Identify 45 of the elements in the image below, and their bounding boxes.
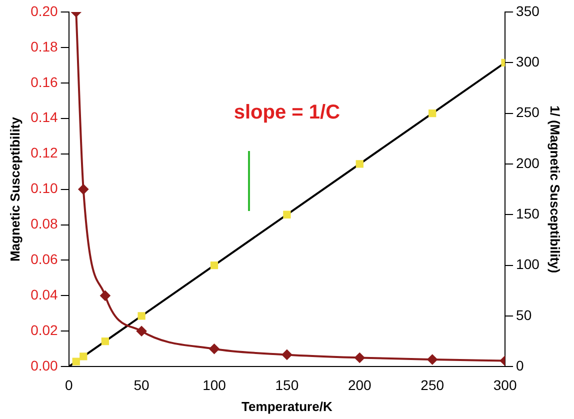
- point: [138, 312, 146, 320]
- y2-tick-label: 350: [516, 2, 540, 19]
- x-tick-label: 50: [134, 376, 150, 393]
- point: [282, 350, 292, 360]
- y-tick-label: 0.08: [30, 216, 58, 232]
- y-tick-label: 0.16: [30, 74, 58, 90]
- y-tick-label: 0.06: [30, 251, 58, 268]
- point: [72, 358, 80, 366]
- x-tick-label: 250: [420, 376, 444, 393]
- x-tick-label: 200: [348, 376, 372, 393]
- y-tick-label: 0.10: [30, 180, 58, 196]
- y-tick-label: 0.00: [30, 357, 58, 374]
- y-tick-label: 0.02: [30, 322, 58, 338]
- point: [209, 344, 220, 354]
- point: [78, 184, 88, 194]
- annotation: slope = 1/C: [234, 101, 340, 124]
- point: [356, 160, 364, 168]
- y-tick-label: 0.04: [30, 286, 58, 303]
- x-tick-label: 150: [275, 376, 299, 393]
- y2-tick-label: 300: [516, 54, 540, 70]
- y-tick-label: 0.20: [30, 2, 58, 19]
- point: [428, 109, 436, 118]
- y2-tick-label: 250: [516, 104, 540, 120]
- point: [210, 261, 218, 270]
- point: [80, 352, 88, 360]
- y-tick-label: 0.18: [30, 38, 58, 54]
- point: [136, 326, 147, 336]
- x-tick-label: 0: [64, 376, 73, 393]
- y-tick-label: 0.14: [30, 109, 58, 126]
- y2-tick-label: 50: [516, 306, 532, 323]
- y-axis-title: Magnetic Susceptibility: [7, 116, 22, 262]
- point: [283, 210, 291, 218]
- point: [101, 337, 110, 346]
- y2-tick-label: 200: [516, 154, 540, 171]
- x-tick-label: 300: [493, 376, 517, 393]
- y2-tick-label: 100: [516, 256, 540, 272]
- y2-axis-title: 1/ (Magnetic Susceptibility): [548, 106, 563, 274]
- point: [427, 354, 438, 365]
- y2-tick-label: 0: [516, 357, 524, 374]
- y-tick-label: 0.12: [30, 144, 58, 161]
- x-tick-label: 100: [202, 376, 226, 393]
- x-axis-title: Temperature/K: [242, 398, 333, 414]
- point: [100, 290, 110, 301]
- point: [354, 352, 365, 363]
- y2-tick-label: 150: [516, 205, 540, 222]
